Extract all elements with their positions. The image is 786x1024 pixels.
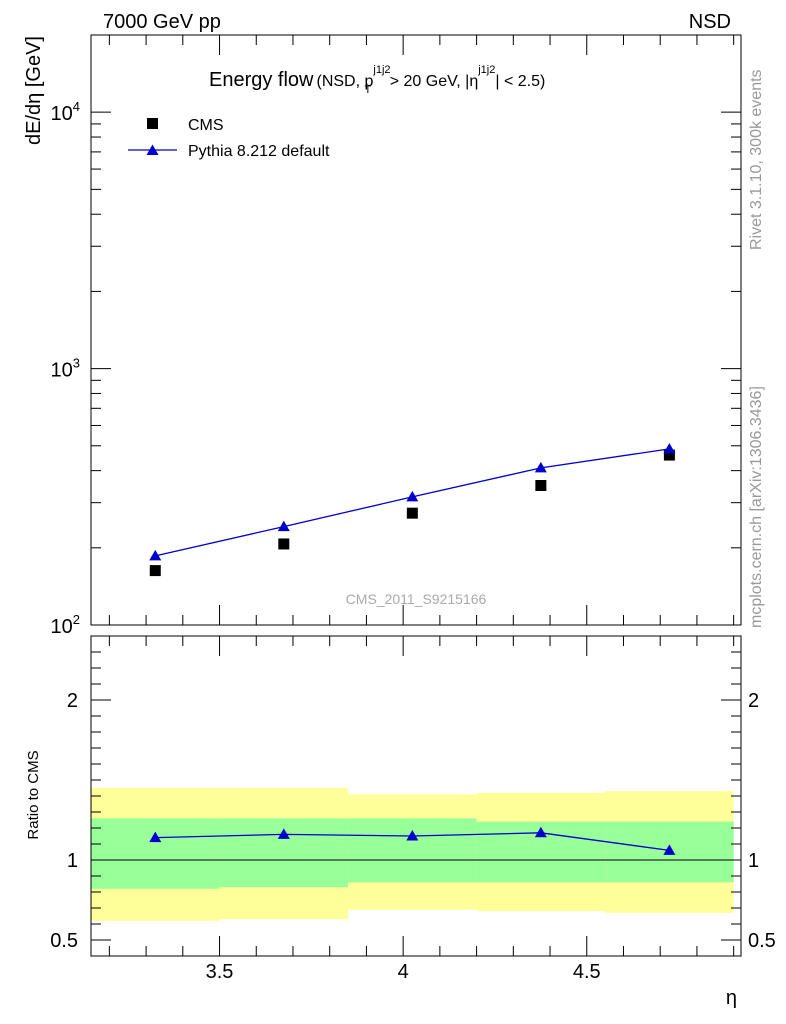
pythia-point — [277, 520, 290, 532]
chart-title-sub1: T — [365, 84, 372, 96]
rivet-label: Rivet 3.1.10, 300k events — [748, 69, 765, 250]
chart-title-mid: > 20 GeV, |η — [385, 73, 478, 90]
chart-title-sup2: j1j2 — [477, 64, 495, 76]
legend-pythia-marker — [146, 144, 159, 155]
ratio-pythia-point — [149, 831, 162, 843]
main-y-ticks: 102 103 104 — [51, 34, 741, 638]
ratio-y-tick-label-left: 0.5 — [50, 930, 78, 952]
main-series-marks — [149, 442, 676, 577]
ratio-y-axis-label: Ratio to CMS — [25, 750, 42, 839]
ratio-y-tick-label-right: 1 — [748, 850, 759, 872]
ratio-y-tick-label-left: 2 — [67, 690, 78, 712]
ratio-ticks: 0.5 0.5 1 1 2 2 3.5 4 4.5 — [50, 635, 776, 983]
chart-title-sup1: j1j2 — [372, 64, 390, 76]
legend: CMS Pythia 8.212 default — [128, 117, 330, 160]
x-tick-label: 4.5 — [573, 961, 601, 983]
ratio-series-marks — [149, 826, 676, 855]
ratio-panel: 0.5 0.5 1 1 2 2 3.5 4 4.5 Ratio to CMS η — [25, 635, 776, 1009]
pythia-line — [155, 448, 670, 557]
cms-point — [406, 507, 418, 519]
main-y-tick-label: 104 — [51, 99, 80, 125]
x-tick-label: 3.5 — [206, 961, 234, 983]
ratio-pythia-point — [406, 830, 419, 841]
cms-point — [278, 538, 290, 550]
analysis-watermark: CMS_2011_S9215166 — [346, 591, 487, 607]
ratio-pythia-point — [534, 826, 547, 838]
main-series-lines — [155, 448, 670, 557]
ratio-y-tick-label-right: 2 — [748, 690, 759, 712]
chart-title-main: Energy flow — [209, 69, 314, 91]
pythia-point — [406, 490, 419, 502]
ratio-pythia-point — [277, 828, 290, 839]
process-label: NSD — [689, 11, 731, 33]
ratio-inner-band — [91, 818, 220, 889]
pythia-point — [534, 461, 547, 473]
energy-label: 7000 GeV pp — [103, 11, 221, 33]
ratio-uncertainty-bands — [91, 788, 734, 921]
main-y-tick-label: 102 — [51, 612, 80, 638]
ratio-y-tick-label-right: 0.5 — [748, 930, 776, 952]
x-axis-label: η — [726, 987, 737, 1009]
main-frame — [90, 34, 742, 626]
ratio-y-tick-label-left: 1 — [67, 850, 78, 872]
main-y-axis-label: dE/dη [GeV] — [23, 36, 45, 145]
ratio-inner-band — [348, 818, 477, 883]
pythia-point — [663, 442, 676, 454]
chart-title-open: (NSD, p — [317, 73, 374, 90]
cms-point — [663, 449, 675, 461]
legend-pythia-label: Pythia 8.212 default — [188, 143, 330, 160]
pythia-point — [149, 549, 162, 561]
cms-point — [149, 565, 161, 577]
chart-title: Energy flow (NSD, pj1j2 T > 20 GeV, |ηj1j2… — [209, 64, 545, 96]
chart-title-close: | < 2.5) — [495, 73, 545, 90]
main-y-tick-label: 103 — [51, 356, 80, 382]
ratio-pythia-point — [663, 844, 676, 855]
mcplots-label: mcplots.cern.ch [arXiv:1306.3436] — [748, 386, 765, 628]
legend-cms-marker — [147, 118, 158, 129]
x-tick-label: 4 — [398, 961, 409, 983]
cms-point — [535, 479, 547, 491]
legend-cms-label: CMS — [188, 117, 224, 134]
